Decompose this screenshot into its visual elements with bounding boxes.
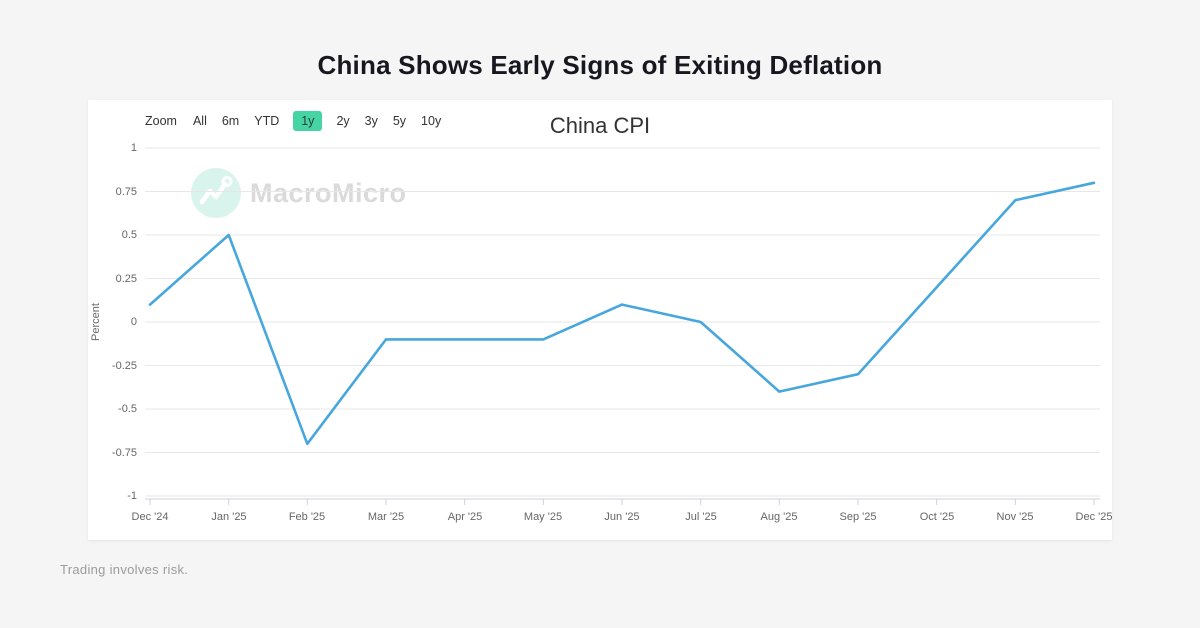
x-tick-label: Oct '25 xyxy=(919,511,955,523)
y-tick-label: 0 xyxy=(130,316,137,328)
range-button-1y[interactable]: 1y xyxy=(293,111,323,131)
x-tick-label: Dec '24 xyxy=(131,511,169,523)
y-tick-label: -1 xyxy=(127,490,137,502)
y-tick-label: -0.5 xyxy=(118,403,137,415)
page-title: China Shows Early Signs of Exiting Defla… xyxy=(317,50,883,80)
x-tick-label: Dec '25 xyxy=(1075,511,1113,523)
x-tick-label: Feb '25 xyxy=(288,511,326,523)
macromicro-logo-icon xyxy=(191,168,241,218)
x-tick-label: Apr '25 xyxy=(447,511,483,523)
chart-title: China CPI xyxy=(549,113,651,138)
range-button-3y[interactable]: 3y xyxy=(364,111,379,131)
y-tick-label: 0.75 xyxy=(115,185,137,198)
x-tick-label: Nov '25 xyxy=(996,511,1034,523)
chart-card: Zoom All 6m YTD 1y 2y 3y 5y 10y China CP… xyxy=(88,100,1112,540)
y-tick-label: 0.25 xyxy=(115,272,137,285)
x-tick-label: Jan '25 xyxy=(211,511,247,523)
range-button-all[interactable]: All xyxy=(192,111,208,131)
range-button-10y[interactable]: 10y xyxy=(420,111,442,131)
x-tick-label: Sep '25 xyxy=(839,511,877,523)
zoom-toolbar: Zoom All 6m YTD 1y 2y 3y 5y 10y xyxy=(145,110,442,132)
range-button-5y[interactable]: 5y xyxy=(392,111,407,131)
y-tick-label: -0.25 xyxy=(111,359,137,372)
chart-plot-area[interactable] xyxy=(88,100,1112,540)
cpi-series-line xyxy=(148,181,1096,446)
y-tick-label: 0.5 xyxy=(121,229,137,241)
x-tick-label: Jul '25 xyxy=(685,511,717,523)
watermark: MacroMicro xyxy=(191,168,407,218)
range-button-6m[interactable]: 6m xyxy=(221,111,240,131)
x-tick-label: Jun '25 xyxy=(604,511,640,523)
x-tick-label: Aug '25 xyxy=(760,511,798,523)
range-button-ytd[interactable]: YTD xyxy=(253,111,280,131)
x-tick-label: May '25 xyxy=(523,511,563,523)
range-button-2y[interactable]: 2y xyxy=(335,111,350,131)
watermark-text: MacroMicro xyxy=(250,177,407,208)
y-tick-label: 1 xyxy=(130,142,137,154)
disclaimer-text: Trading involves risk. xyxy=(60,562,189,577)
zoom-toolbar-label: Zoom xyxy=(145,114,177,128)
y-tick-label: -0.75 xyxy=(111,446,137,459)
x-tick-label: Mar '25 xyxy=(367,511,405,523)
